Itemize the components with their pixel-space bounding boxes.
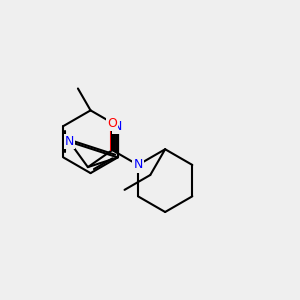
Text: N: N (133, 158, 143, 171)
Text: N: N (65, 135, 74, 148)
Text: O: O (107, 117, 117, 130)
Text: N: N (113, 120, 122, 133)
